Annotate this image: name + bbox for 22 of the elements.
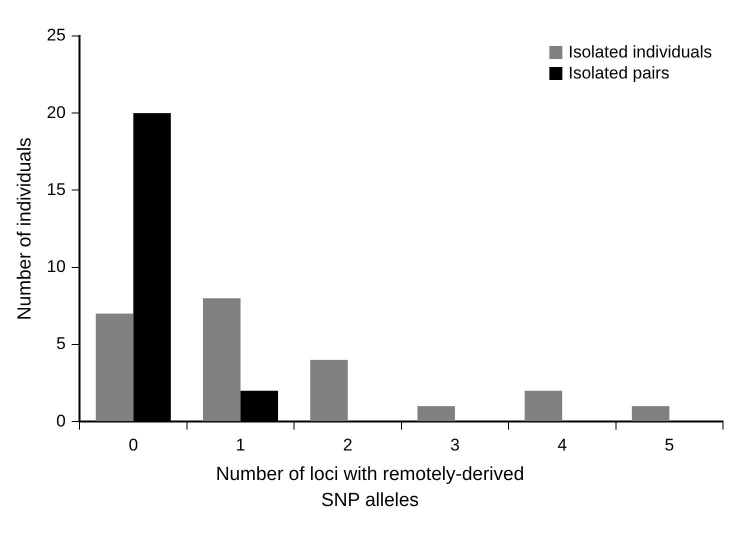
x-tick-label: 1 (236, 435, 246, 454)
bar (524, 390, 562, 422)
legend-label: Isolated pairs (568, 64, 670, 83)
bar (203, 298, 241, 422)
y-tick-label: 25 (46, 26, 66, 45)
y-tick-label: 20 (46, 102, 66, 122)
y-tick-label: 15 (46, 180, 66, 199)
bar (310, 360, 348, 422)
x-tick-label: 5 (664, 435, 674, 454)
y-tick-label: 5 (56, 334, 66, 354)
y-tick-label: 0 (56, 411, 66, 430)
y-axis-title: Number of individuals (14, 137, 36, 320)
legend-label: Isolated individuals (568, 42, 712, 62)
x-tick-label: 2 (343, 435, 352, 454)
x-tick-label: 0 (128, 435, 138, 454)
bar (96, 314, 134, 422)
bar (417, 406, 455, 422)
bar (632, 406, 670, 422)
x-axis-title: Number of loci with remotely-derived SNP alleles (214, 463, 526, 513)
y-tick-label: 10 (46, 257, 66, 276)
x-tick-label: 4 (557, 435, 567, 454)
x-tick-label: 3 (450, 435, 460, 454)
